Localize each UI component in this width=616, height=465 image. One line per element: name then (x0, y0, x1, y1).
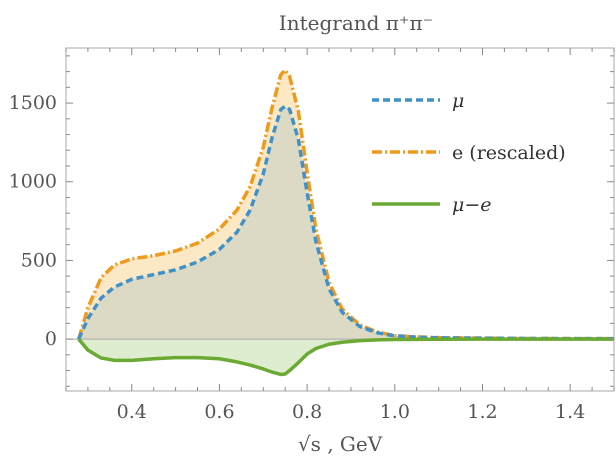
line-mu (77, 104, 614, 341)
x-tick-label: 0.8 (292, 401, 322, 423)
x-tick-label: 1.4 (555, 401, 585, 423)
series-areas (78, 70, 614, 375)
line-mu-minus-e (77, 337, 614, 377)
x-tick-label: 0.4 (117, 401, 147, 423)
x-tick-label: 1.2 (467, 401, 497, 423)
y-tick-label: 1000 (9, 171, 57, 193)
legend-label-e-rescaled: e (rescaled) (452, 142, 566, 164)
area-mu-minus-e (78, 339, 614, 375)
series-lines (77, 68, 614, 377)
y-tick-label: 0 (45, 328, 57, 350)
y-tick-label: 1500 (9, 92, 57, 114)
legend-label-mu-minus-e: μ−e (452, 194, 492, 216)
x-axis-label: √s , GeV (298, 432, 383, 456)
legend: μ e (rescaled) μ−e (372, 90, 566, 216)
y-tick-label: 500 (21, 249, 57, 271)
y-axis: 0 500 1000 1500 (9, 55, 614, 387)
plot-frame (65, 47, 615, 392)
x-axis: 0.4 0.6 0.8 1.0 1.2 1.4 (65, 48, 615, 423)
x-tick-label: 1.0 (380, 401, 410, 423)
legend-label-mu: μ (452, 90, 464, 112)
chart-title: Integrand π⁺π⁻ (279, 11, 433, 35)
area-mu (78, 106, 614, 340)
x-tick-label: 0.6 (204, 401, 234, 423)
